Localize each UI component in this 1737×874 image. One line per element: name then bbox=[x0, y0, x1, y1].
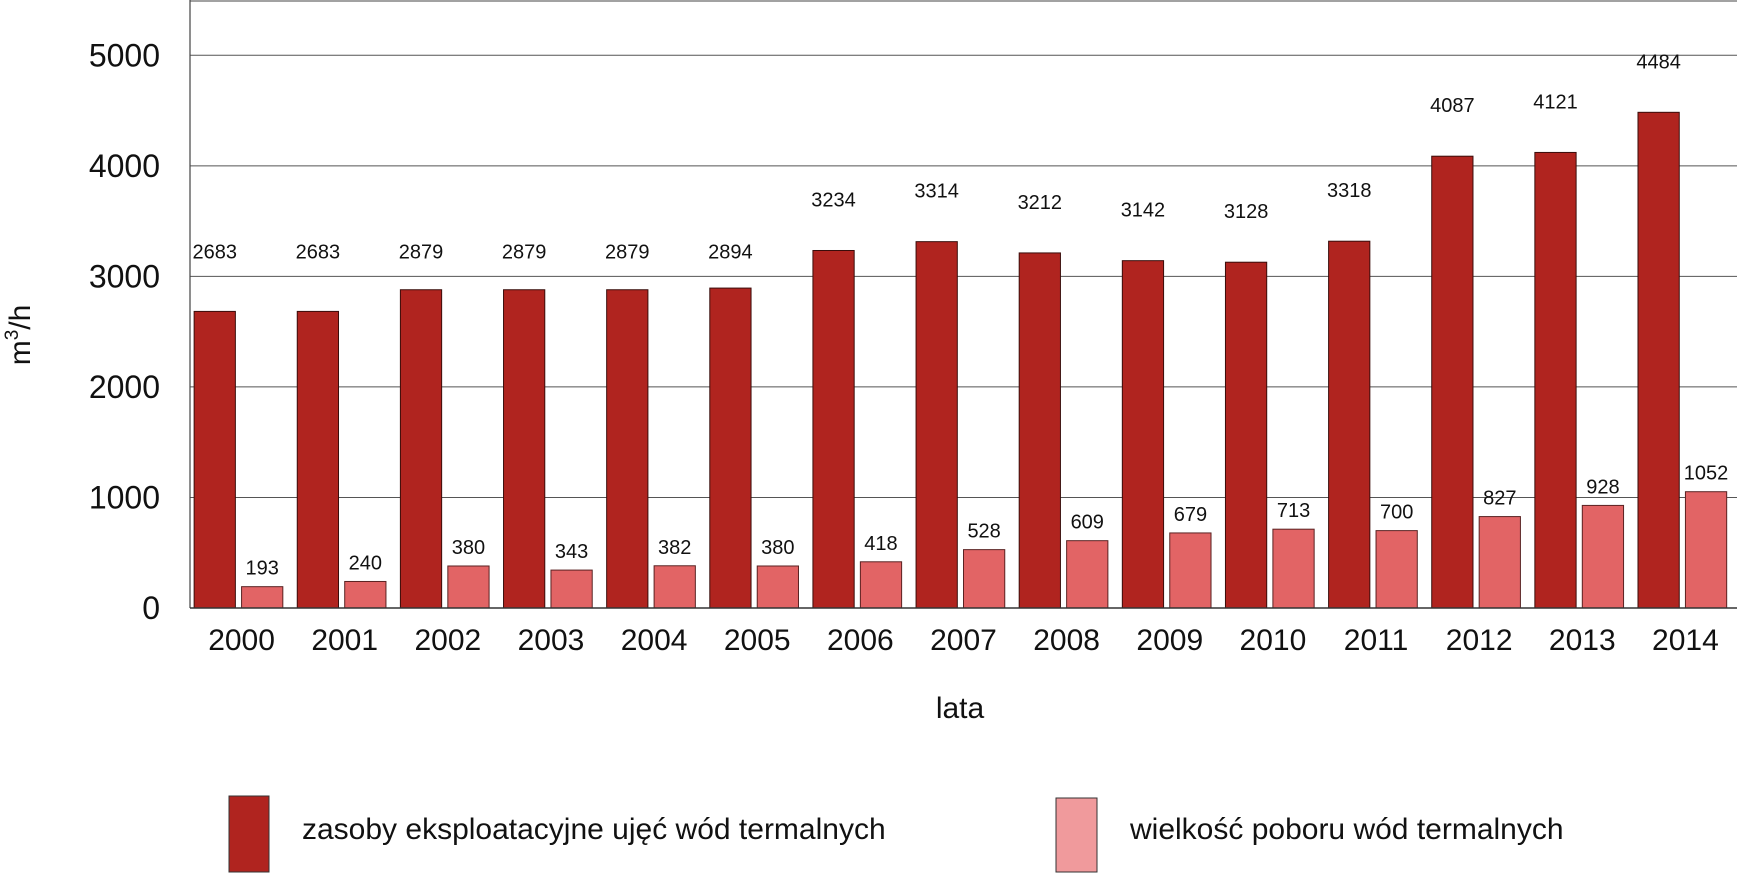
x-tick-label: 2010 bbox=[1240, 624, 1307, 657]
y-tick-label: 0 bbox=[142, 590, 160, 626]
y-axis-title-base: m bbox=[4, 340, 37, 365]
x-tick-label: 2004 bbox=[621, 624, 688, 657]
grid-layer bbox=[190, 0, 1737, 498]
data-label-series-1: 3128 bbox=[1224, 201, 1269, 223]
data-label-series-2: 193 bbox=[246, 558, 279, 580]
bar-series-1-2013 bbox=[1534, 151, 1577, 609]
y-tick-label: 1000 bbox=[89, 479, 160, 515]
data-label-series-2: 382 bbox=[658, 537, 691, 559]
data-label-series-1: 3212 bbox=[1018, 192, 1063, 214]
x-tick-label: 2001 bbox=[311, 624, 378, 657]
x-tick-label: 2008 bbox=[1033, 624, 1100, 657]
bars-layer bbox=[193, 111, 1728, 609]
bar-series-1-2011 bbox=[1328, 240, 1371, 609]
bar-series-1-2000 bbox=[193, 310, 236, 609]
x-tick-label: 2012 bbox=[1446, 624, 1513, 657]
x-tick-label: 2005 bbox=[724, 624, 791, 657]
bar-series-2-2005 bbox=[756, 565, 799, 609]
bar-series-1-2007 bbox=[915, 241, 958, 609]
x-tick-label: 2014 bbox=[1652, 624, 1719, 657]
data-label-series-1: 2683 bbox=[296, 241, 341, 263]
data-label-series-1: 4121 bbox=[1533, 91, 1578, 113]
bar-series-2-2004 bbox=[653, 565, 696, 609]
bar-series-2-2007 bbox=[963, 549, 1006, 609]
y-axis-title-sup: 3 bbox=[2, 330, 23, 341]
bar-series-1-2006 bbox=[812, 249, 855, 609]
bar-series-2-2013 bbox=[1581, 504, 1625, 609]
bar-series-2-2001 bbox=[344, 580, 387, 609]
data-label-series-2: 380 bbox=[761, 537, 794, 559]
bar-series-1-2009 bbox=[1121, 260, 1165, 609]
y-tick-label: 4000 bbox=[89, 148, 160, 184]
x-tick-label: 2007 bbox=[930, 624, 997, 657]
data-label-series-2: 528 bbox=[967, 521, 1000, 543]
bar-series-2-2012 bbox=[1478, 516, 1521, 609]
bar-series-1-2008 bbox=[1018, 252, 1061, 609]
data-label-series-1: 3318 bbox=[1327, 180, 1372, 202]
data-label-series-1: 2879 bbox=[399, 241, 444, 263]
bar-series-2-2002 bbox=[447, 565, 490, 609]
data-label-series-2: 827 bbox=[1483, 488, 1516, 510]
x-tick-label: 2013 bbox=[1549, 624, 1616, 657]
data-label-series-2: 713 bbox=[1277, 500, 1310, 522]
data-label-series-2: 240 bbox=[349, 552, 382, 574]
bar-series-2-2010 bbox=[1272, 528, 1315, 609]
y-axis-title-rest: /h bbox=[4, 305, 37, 330]
x-tick-label: 2002 bbox=[414, 624, 481, 657]
data-label-series-1: 4484 bbox=[1636, 51, 1681, 73]
data-label-series-1: 2894 bbox=[708, 241, 753, 263]
data-label-series-1: 3142 bbox=[1121, 200, 1166, 222]
data-label-series-2: 343 bbox=[555, 541, 588, 563]
x-tick-label: 2003 bbox=[518, 624, 585, 657]
x-tick-label: 2011 bbox=[1344, 624, 1409, 657]
data-label-series-2: 679 bbox=[1174, 504, 1207, 526]
legend-swatch-series-2 bbox=[1055, 797, 1098, 873]
data-label-series-1: 3314 bbox=[914, 181, 959, 203]
bar-series-1-2010 bbox=[1224, 261, 1268, 609]
x-tick-label: 2009 bbox=[1136, 624, 1203, 657]
data-label-series-1: 2879 bbox=[605, 241, 650, 263]
bar-series-2-2011 bbox=[1375, 530, 1418, 609]
y-tick-label: 5000 bbox=[89, 37, 160, 73]
data-label-series-2: 418 bbox=[864, 533, 897, 555]
bar-series-2-2000 bbox=[241, 586, 284, 609]
data-label-series-2: 380 bbox=[452, 537, 485, 559]
bar-series-1-2012 bbox=[1431, 155, 1474, 609]
bar-series-1-2005 bbox=[709, 287, 752, 609]
bar-series-1-2014 bbox=[1637, 111, 1680, 609]
bar-series-1-2001 bbox=[296, 310, 340, 609]
bar-series-2-2014 bbox=[1684, 491, 1728, 609]
x-tick-label: 2006 bbox=[827, 624, 894, 657]
data-label-series-1: 2879 bbox=[502, 241, 547, 263]
legend-label-series-1: zasoby eksploatacyjne ujęć wód termalnyc… bbox=[302, 813, 886, 846]
legend-swatch-series-1 bbox=[228, 795, 270, 873]
axis-layer bbox=[189, 0, 1737, 609]
bar-series-2-2008 bbox=[1066, 540, 1109, 609]
data-label-series-1: 2683 bbox=[193, 241, 238, 263]
bar-series-2-2006 bbox=[859, 561, 903, 609]
labels-layer: 0 1000 2000 3000 4000 5000 2683 193 2000 2683 240 2… bbox=[89, 37, 1728, 657]
bar-series-2-2003 bbox=[550, 569, 593, 609]
data-label-series-1: 4087 bbox=[1430, 95, 1475, 117]
y-tick-label: 2000 bbox=[89, 369, 160, 405]
data-label-series-2: 700 bbox=[1380, 502, 1413, 524]
data-label-series-2: 928 bbox=[1586, 476, 1619, 498]
bar-series-1-2002 bbox=[399, 289, 443, 609]
y-axis-title: m3/h bbox=[2, 305, 37, 366]
data-label-series-2: 1052 bbox=[1684, 463, 1729, 485]
bar-series-1-2003 bbox=[503, 289, 546, 609]
x-axis-title: lata bbox=[936, 692, 985, 725]
data-label-series-1: 3234 bbox=[811, 189, 856, 211]
y-tick-label: 3000 bbox=[89, 258, 160, 294]
data-label-series-2: 609 bbox=[1071, 512, 1104, 534]
x-tick-label: 2000 bbox=[208, 624, 275, 657]
bar-series-2-2009 bbox=[1169, 532, 1212, 609]
legend-label-series-2: wielkość poboru wód termalnych bbox=[1129, 813, 1564, 846]
bar-series-1-2004 bbox=[606, 289, 649, 609]
legend: zasoby eksploatacyjne ujęć wód termalnyc… bbox=[228, 795, 1564, 873]
